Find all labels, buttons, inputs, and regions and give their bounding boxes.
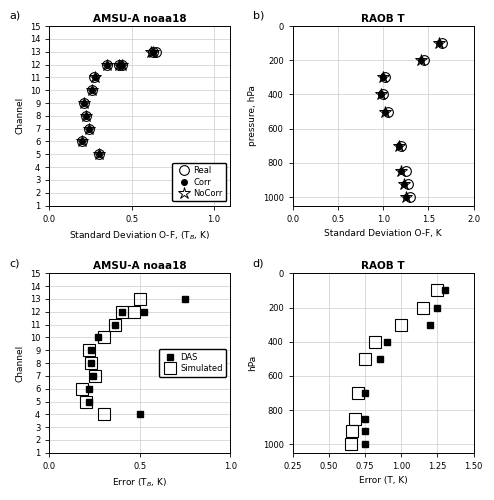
Legend: Real, Corr, NoCorr: Real, Corr, NoCorr bbox=[172, 163, 226, 202]
Text: d): d) bbox=[253, 258, 264, 268]
Y-axis label: Channel: Channel bbox=[15, 344, 24, 382]
Y-axis label: pressure, hPa: pressure, hPa bbox=[248, 86, 257, 146]
Text: a): a) bbox=[9, 11, 21, 21]
Title: RAOB T: RAOB T bbox=[362, 261, 405, 271]
X-axis label: Standard Deviation O-F, (T$_B$, K): Standard Deviation O-F, (T$_B$, K) bbox=[69, 229, 210, 241]
Y-axis label: hPa: hPa bbox=[248, 355, 257, 371]
Title: AMSU-A noaa18: AMSU-A noaa18 bbox=[93, 261, 187, 271]
Y-axis label: Channel: Channel bbox=[15, 97, 24, 134]
X-axis label: Error (T$_{B}$, K): Error (T$_{B}$, K) bbox=[112, 476, 167, 489]
Title: AMSU-A noaa18: AMSU-A noaa18 bbox=[93, 14, 187, 24]
X-axis label: Standard Deviation O-F, K: Standard Deviation O-F, K bbox=[325, 229, 442, 238]
Title: RAOB T: RAOB T bbox=[362, 14, 405, 24]
Text: b): b) bbox=[253, 11, 264, 21]
Legend: DAS, Simulated: DAS, Simulated bbox=[159, 350, 226, 376]
Text: c): c) bbox=[9, 258, 20, 268]
X-axis label: Error (T, K): Error (T, K) bbox=[359, 476, 408, 486]
